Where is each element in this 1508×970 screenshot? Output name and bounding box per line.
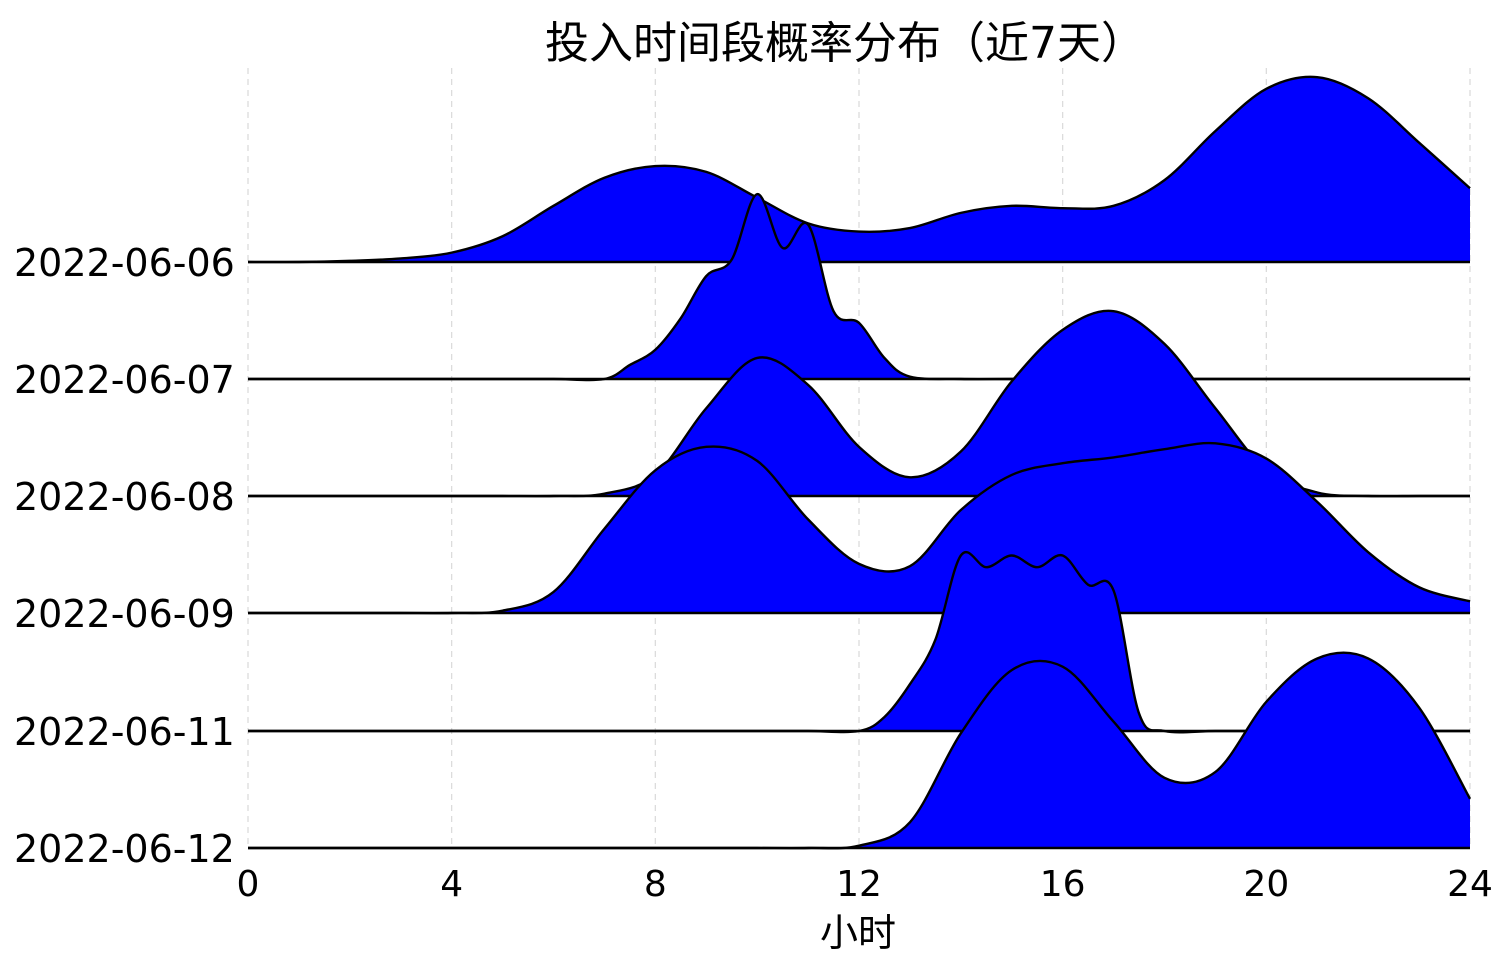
x-tick-label: 20: [1243, 864, 1289, 905]
ridge-area: [248, 652, 1470, 849]
x-tick-label: 12: [836, 864, 882, 905]
ridge-date-label: 2022-06-06: [14, 241, 235, 285]
ridge-area: [248, 443, 1470, 614]
ridge-outline: [247, 75, 1471, 264]
x-tick-label: 4: [440, 864, 463, 905]
x-tick-label: 24: [1447, 864, 1493, 905]
ridge-date-label: 2022-06-11: [14, 710, 235, 754]
x-axis-label: 小时: [820, 911, 896, 955]
x-tick-label: 8: [644, 864, 667, 905]
ridge-series: [248, 441, 1471, 615]
chart-title: 投入时间段概率分布（近7天）: [545, 18, 1145, 69]
ridge-date-label: 2022-06-08: [14, 475, 235, 519]
ridge-date-label: 2022-06-07: [14, 358, 235, 402]
ridge-series: [248, 651, 1472, 850]
ridge-series: [247, 192, 1470, 382]
x-tick-label: 0: [237, 864, 260, 905]
ridge-area: [248, 76, 1470, 263]
x-tick-label: 16: [1040, 864, 1086, 905]
ridge-layer: [247, 75, 1472, 850]
ridge-date-label: 2022-06-12: [14, 827, 235, 871]
ridge-area: [248, 194, 1470, 381]
ridge-date-label: 2022-06-09: [14, 592, 235, 636]
ridge-series: [247, 75, 1471, 264]
label-layer: 0 4 8 12 16 20 24 2022-06-06 2022-06-07 2022-06-0…: [14, 241, 1493, 905]
